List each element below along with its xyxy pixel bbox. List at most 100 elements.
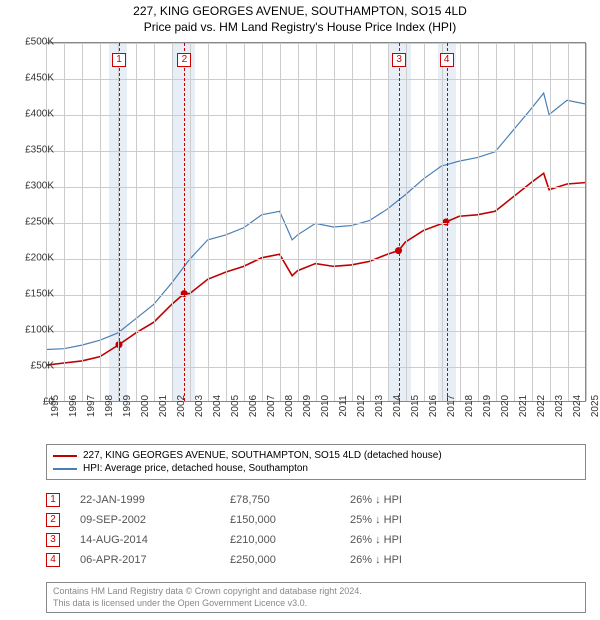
y-axis-label: £250K xyxy=(8,217,54,228)
x-axis-label: 2024 xyxy=(572,395,583,417)
gridline-v xyxy=(154,43,155,401)
x-axis-label: 1999 xyxy=(122,395,133,417)
marker-dashed-line xyxy=(184,43,185,401)
sales-badge: 2 xyxy=(46,513,60,527)
sales-row: 209-SEP-2002£150,00025% ↓ HPI xyxy=(46,510,586,530)
chart-title: 227, KING GEORGES AVENUE, SOUTHAMPTON, S… xyxy=(0,4,600,18)
x-axis-label: 2003 xyxy=(194,395,205,417)
y-axis-label: £100K xyxy=(8,325,54,336)
sales-badge: 1 xyxy=(46,493,60,507)
x-axis-label: 2025 xyxy=(590,395,600,417)
marker-badge: 1 xyxy=(112,53,126,67)
y-axis-label: £400K xyxy=(8,109,54,120)
x-axis-label: 1998 xyxy=(104,395,115,417)
x-axis-label: 2006 xyxy=(248,395,259,417)
x-axis-label: 2007 xyxy=(266,395,277,417)
sales-table: 122-JAN-1999£78,75026% ↓ HPI209-SEP-2002… xyxy=(46,490,586,570)
sales-row: 1 22-JAN-1999£78,75026% ↓ HPI xyxy=(46,490,586,510)
title-block: 227, KING GEORGES AVENUE, SOUTHAMPTON, S… xyxy=(0,0,600,36)
legend-row: HPI: Average price, detached house, Sout… xyxy=(53,462,579,475)
y-axis-label: £150K xyxy=(8,289,54,300)
y-axis-label: £200K xyxy=(8,253,54,264)
sales-price: £78,750 xyxy=(230,494,350,506)
x-axis-label: 2000 xyxy=(140,395,151,417)
y-axis-label: £500K xyxy=(8,37,54,48)
gridline-v xyxy=(64,43,65,401)
chart-subtitle: Price paid vs. HM Land Registry's House … xyxy=(0,20,600,34)
chart-plot-area: 1 2 3 4 xyxy=(46,42,586,402)
gridline-v xyxy=(352,43,353,401)
gridline-v xyxy=(460,43,461,401)
gridline-v xyxy=(550,43,551,401)
legend-row: 227, KING GEORGES AVENUE, SOUTHAMPTON, S… xyxy=(53,449,579,462)
legend-swatch xyxy=(53,455,77,457)
x-axis-label: 2022 xyxy=(536,395,547,417)
sales-pct: 26% ↓ HPI xyxy=(350,534,450,546)
x-axis-label: 2010 xyxy=(320,395,331,417)
x-axis-label: 2017 xyxy=(446,395,457,417)
y-axis-label: £300K xyxy=(8,181,54,192)
x-axis-label: 2008 xyxy=(284,395,295,417)
gridline-v xyxy=(424,43,425,401)
x-axis-label: 1997 xyxy=(86,395,97,417)
x-axis-label: 1996 xyxy=(68,395,79,417)
sales-pct: 26% ↓ HPI xyxy=(350,554,450,566)
sales-date: 22-JAN-1999 xyxy=(80,494,230,506)
gridline-v xyxy=(442,43,443,401)
gridline-v xyxy=(568,43,569,401)
gridline-v xyxy=(172,43,173,401)
footer-line-1: Contains HM Land Registry data © Crown c… xyxy=(53,586,579,598)
sales-date: 14-AUG-2014 xyxy=(80,534,230,546)
sales-date: 09-SEP-2002 xyxy=(80,514,230,526)
gridline-v xyxy=(316,43,317,401)
gridline-v xyxy=(100,43,101,401)
gridline-v xyxy=(82,43,83,401)
gridline-v xyxy=(298,43,299,401)
x-axis-label: 2013 xyxy=(374,395,385,417)
x-axis-label: 2021 xyxy=(518,395,529,417)
legend-label: HPI: Average price, detached house, Sout… xyxy=(83,463,308,474)
y-axis-label: £0 xyxy=(8,397,54,408)
marker-badge: 2 xyxy=(177,53,191,67)
x-axis-label: 2015 xyxy=(410,395,421,417)
gridline-v xyxy=(514,43,515,401)
sales-pct: 26% ↓ HPI xyxy=(350,494,450,506)
marker-dashed-line xyxy=(447,43,448,401)
gridline-v xyxy=(208,43,209,401)
sales-badge: 3 xyxy=(46,533,60,547)
gridline-v xyxy=(586,43,587,401)
sales-row: 406-APR-2017£250,00026% ↓ HPI xyxy=(46,550,586,570)
x-axis-label: 2020 xyxy=(500,395,511,417)
marker-dashed-line xyxy=(119,43,120,401)
footer-attribution: Contains HM Land Registry data © Crown c… xyxy=(46,582,586,613)
x-axis-label: 2001 xyxy=(158,395,169,417)
y-axis-label: £50K xyxy=(8,361,54,372)
x-axis-label: 2018 xyxy=(464,395,475,417)
sales-price: £250,000 xyxy=(230,554,350,566)
marker-dashed-line xyxy=(399,43,400,401)
sales-price: £210,000 xyxy=(230,534,350,546)
gridline-v xyxy=(190,43,191,401)
x-axis-label: 2009 xyxy=(302,395,313,417)
gridline-v xyxy=(478,43,479,401)
gridline-v xyxy=(226,43,227,401)
marker-badge: 3 xyxy=(392,53,406,67)
x-axis-label: 2014 xyxy=(392,395,403,417)
gridline-v xyxy=(370,43,371,401)
x-axis-label: 1995 xyxy=(50,395,61,417)
sales-row: 3 14-AUG-2014£210,00026% ↓ HPI xyxy=(46,530,586,550)
gridline-v xyxy=(532,43,533,401)
legend-swatch xyxy=(53,468,77,470)
gridline-v xyxy=(262,43,263,401)
gridline-v xyxy=(244,43,245,401)
sales-badge: 4 xyxy=(46,553,60,567)
y-axis-label: £350K xyxy=(8,145,54,156)
legend-label: 227, KING GEORGES AVENUE, SOUTHAMPTON, S… xyxy=(83,450,442,461)
x-axis-label: 2019 xyxy=(482,395,493,417)
x-axis-label: 2023 xyxy=(554,395,565,417)
y-axis-label: £450K xyxy=(8,73,54,84)
marker-badge: 4 xyxy=(440,53,454,67)
x-axis-label: 2005 xyxy=(230,395,241,417)
gridline-v xyxy=(388,43,389,401)
gridline-v xyxy=(496,43,497,401)
